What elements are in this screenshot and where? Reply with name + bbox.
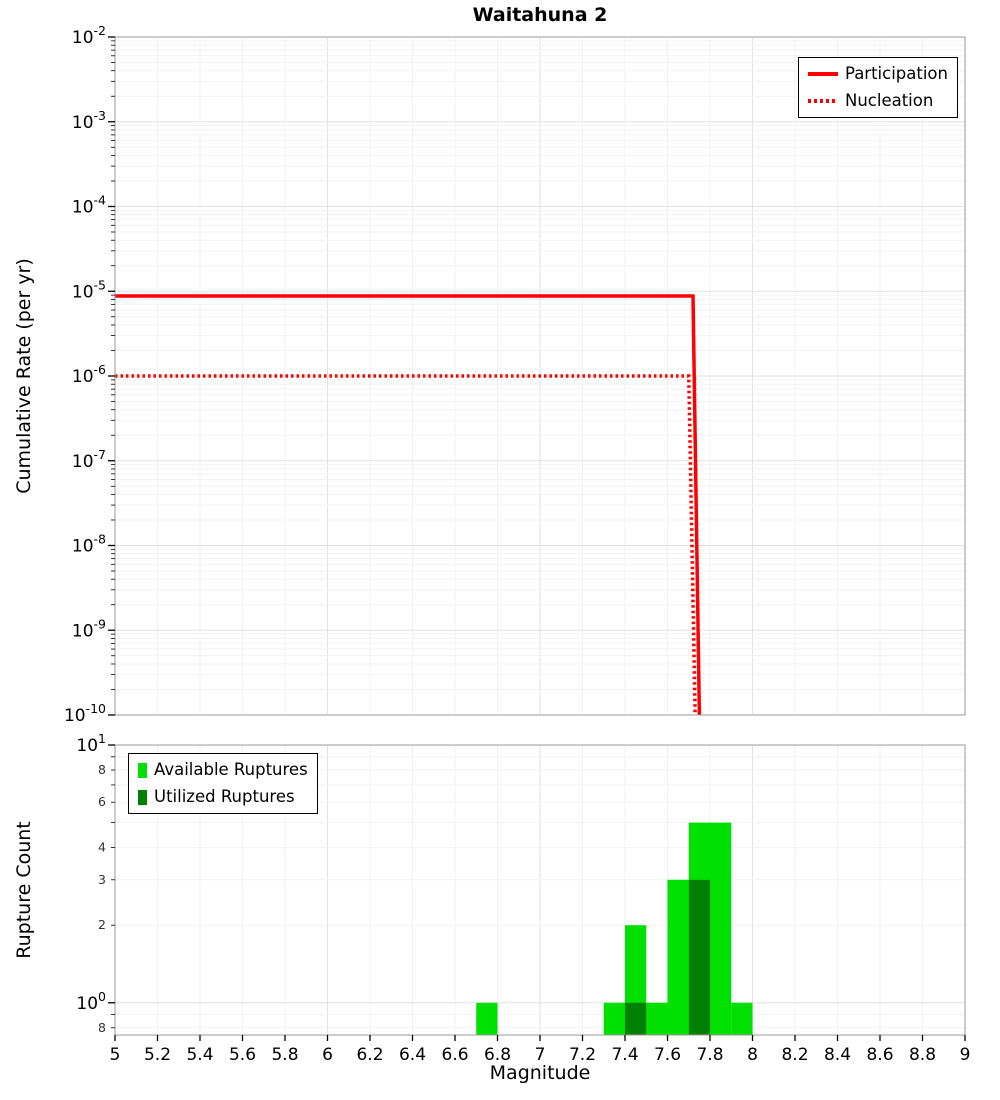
x-tick-label: 6.4 xyxy=(399,1045,426,1065)
x-tick-label: 7.2 xyxy=(569,1045,596,1065)
series-line-participation xyxy=(115,294,702,716)
y-minor-tick-label: 2 xyxy=(98,917,106,932)
y-minor-tick-label: 6 xyxy=(98,794,106,809)
x-tick-label: 6.6 xyxy=(441,1045,468,1065)
x-tick-label: 8 xyxy=(747,1045,758,1065)
y-tick-label: 10-6 xyxy=(72,362,106,387)
available-swatch xyxy=(138,762,147,778)
utilized-legend-label: Utilized Ruptures xyxy=(154,787,295,806)
rate-y-axis-label: Cumulative Rate (per yr) xyxy=(13,258,35,494)
chart-title: Waitahuna 2 xyxy=(472,4,608,26)
y-minor-tick-label: 8 xyxy=(98,762,106,777)
bar-utilized xyxy=(625,1002,647,1035)
y-tick-label: 10-5 xyxy=(72,277,106,302)
rate-legend: Participation Nucleation xyxy=(797,57,958,118)
x-tick-label: 5.6 xyxy=(229,1045,256,1065)
x-tick-label: 6.8 xyxy=(484,1045,511,1065)
y-tick-label: 10-10 xyxy=(64,701,106,726)
x-tick-label: 5.4 xyxy=(186,1045,213,1065)
x-tick-label: 5.2 xyxy=(144,1045,171,1065)
bar-available xyxy=(476,1002,498,1035)
x-tick-label: 7.8 xyxy=(696,1045,723,1065)
y-tick-label: 10-9 xyxy=(72,616,106,641)
participation-legend-label: Participation xyxy=(844,64,948,83)
y-tick-label: 100 xyxy=(76,989,106,1014)
count-legend: Available Ruptures Utilized Ruptures xyxy=(128,753,318,814)
x-tick-label: 8.8 xyxy=(909,1045,936,1065)
bar-available xyxy=(710,822,732,1035)
legend-item-nucleation: Nucleation xyxy=(807,90,948,112)
y-minor-tick-label: 3 xyxy=(98,872,106,887)
x-tick-label: 7 xyxy=(535,1045,546,1065)
x-tick-label: 6 xyxy=(322,1045,333,1065)
y-tick-label: 10-3 xyxy=(72,108,106,133)
bar-available xyxy=(667,879,689,1035)
y-minor-tick-label: 8 xyxy=(98,1020,106,1035)
x-tick-label: 7.4 xyxy=(611,1045,638,1065)
y-tick-label: 10-7 xyxy=(72,447,106,472)
x-tick-label: 8.4 xyxy=(824,1045,851,1065)
x-tick-label: 5.8 xyxy=(271,1045,298,1065)
y-tick-label: 10-8 xyxy=(72,532,106,557)
bar-utilized xyxy=(688,879,710,1035)
legend-item-participation: Participation xyxy=(807,63,948,85)
nucleation-line-swatch xyxy=(807,99,838,103)
bar-available xyxy=(603,1002,625,1035)
legend-item-available: Available Ruptures xyxy=(138,759,308,781)
utilized-swatch xyxy=(138,789,147,805)
x-tick-label: 8.2 xyxy=(781,1045,808,1065)
y-tick-label: 10-4 xyxy=(72,193,106,218)
available-legend-label: Available Ruptures xyxy=(154,760,308,779)
participation-line-swatch xyxy=(807,72,838,76)
bar-available xyxy=(646,1002,668,1035)
count-y-axis-label: Rupture Count xyxy=(13,821,35,959)
nucleation-legend-label: Nucleation xyxy=(844,91,934,110)
x-tick-label: 7.6 xyxy=(654,1045,681,1065)
y-minor-tick-label: 4 xyxy=(98,840,106,855)
bar-available xyxy=(731,1002,753,1035)
legend-item-utilized: Utilized Ruptures xyxy=(138,786,308,808)
y-tick-label: 10-2 xyxy=(72,23,106,48)
x-tick-label: 9 xyxy=(960,1045,971,1065)
x-tick-label: 8.6 xyxy=(866,1045,893,1065)
y-tick-label: 101 xyxy=(76,731,106,756)
x-axis-label: Magnitude xyxy=(489,1062,591,1084)
x-tick-label: 5 xyxy=(110,1045,121,1065)
x-tick-label: 6.2 xyxy=(356,1045,383,1065)
series-line-nucleation xyxy=(115,374,697,716)
